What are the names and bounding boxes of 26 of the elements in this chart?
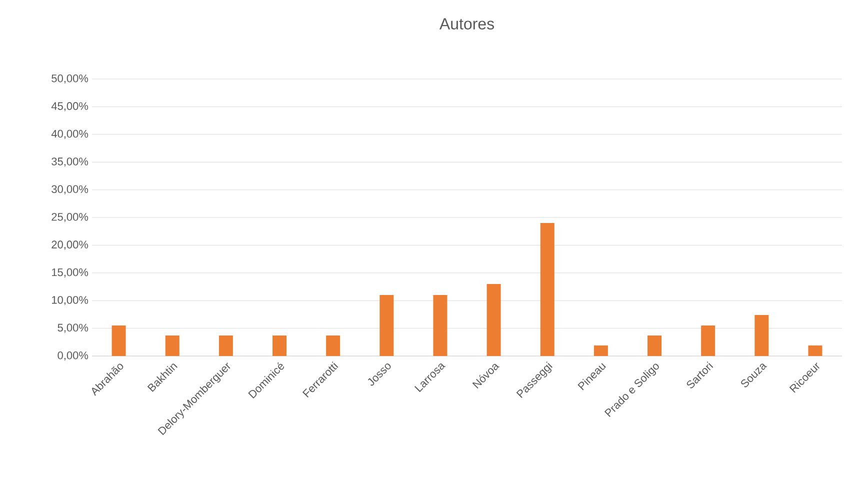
y-tick-label: 45,00% <box>51 102 88 112</box>
bar <box>594 345 608 356</box>
bar <box>754 315 769 356</box>
bar <box>648 336 662 356</box>
bar <box>272 336 287 356</box>
bar <box>112 326 126 356</box>
y-tick-label: 25,00% <box>52 212 88 222</box>
y-tick-label: 35,00% <box>52 158 88 167</box>
y-tick-label: 15,00% <box>52 268 88 278</box>
bar <box>701 326 716 356</box>
bar <box>808 345 822 356</box>
bar <box>380 295 394 356</box>
bar <box>433 295 448 356</box>
y-tick-label: 30,00% <box>52 185 88 194</box>
y-tick-label: 20,00% <box>52 240 88 250</box>
bar <box>540 223 554 356</box>
chart-title: Autores <box>439 18 494 30</box>
y-tick-label: 5,00% <box>58 324 88 333</box>
bar <box>486 284 501 356</box>
y-tick-label: 0,00% <box>58 351 88 361</box>
y-tick-label: 50,00% <box>52 74 88 84</box>
y-tick-label: 40,00% <box>51 130 88 139</box>
bar <box>218 336 233 356</box>
bar <box>326 336 340 356</box>
y-tick-label: 10,00% <box>52 296 88 306</box>
bar <box>165 336 180 356</box>
